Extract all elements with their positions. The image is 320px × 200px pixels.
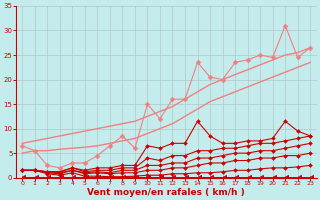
X-axis label: Vent moyen/en rafales ( km/h ): Vent moyen/en rafales ( km/h ): [87, 188, 245, 197]
